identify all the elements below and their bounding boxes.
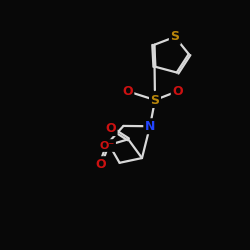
Text: S: S [150, 94, 160, 106]
Text: S: S [170, 30, 179, 44]
Text: O⁻: O⁻ [99, 140, 114, 150]
Text: N: N [145, 120, 155, 133]
Text: O: O [106, 122, 116, 134]
Text: O: O [172, 85, 183, 98]
Text: O: O [122, 85, 133, 98]
Text: O: O [95, 158, 106, 171]
